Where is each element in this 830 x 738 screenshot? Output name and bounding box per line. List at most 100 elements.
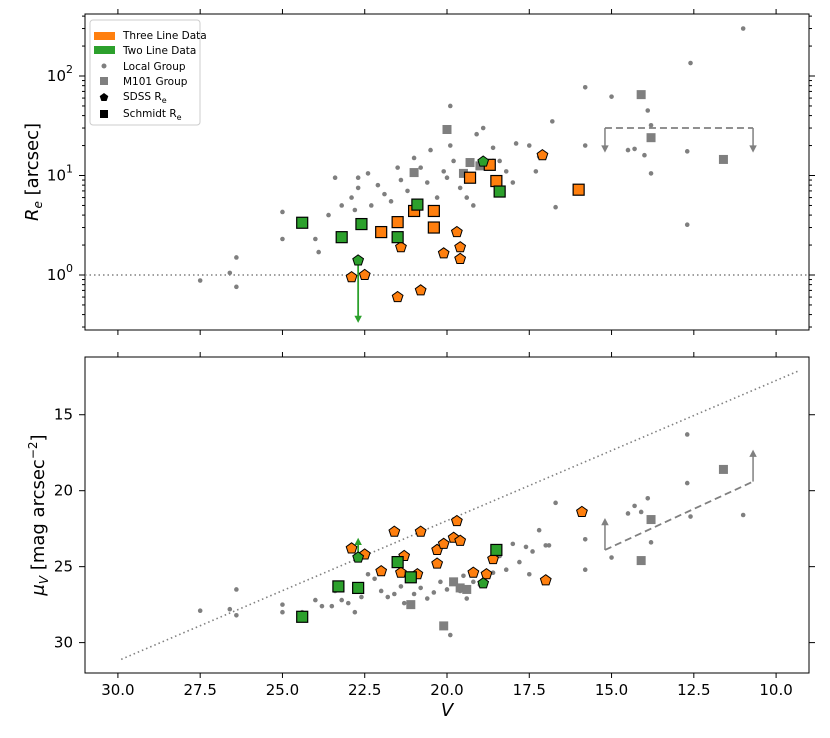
local-group-point-20 bbox=[398, 584, 404, 589]
x-axis-label: V bbox=[441, 700, 455, 721]
local-group-point-8 bbox=[319, 603, 325, 609]
local-group-point-0 bbox=[197, 278, 203, 283]
local-group-point-20 bbox=[395, 165, 400, 170]
local-group-point-32 bbox=[451, 158, 456, 164]
local-group-point-33 bbox=[464, 596, 470, 601]
local-group-point-42 bbox=[497, 158, 502, 164]
y-tick-label: 20 bbox=[54, 482, 73, 500]
three-line-data-schmidt-point-8 bbox=[572, 183, 585, 196]
local-group-point-44 bbox=[510, 180, 516, 185]
local-group-point-55 bbox=[645, 495, 651, 501]
local-group-point-46 bbox=[526, 143, 532, 148]
local-group-point-27 bbox=[438, 579, 443, 585]
local-group-point-45 bbox=[536, 527, 542, 533]
two-line-data-schmidt-point-4 bbox=[411, 198, 424, 211]
legend-frame bbox=[89, 19, 201, 126]
two-line-data-schmidt-point-2 bbox=[352, 581, 365, 595]
local-group-point-5 bbox=[280, 609, 285, 615]
local-group-point-13 bbox=[352, 609, 358, 615]
local-group-point-2 bbox=[234, 612, 239, 618]
local-group-point-50 bbox=[582, 537, 588, 542]
three-line-data-sdss-point-18 bbox=[576, 505, 588, 517]
three-line-data-schmidt-point-4 bbox=[427, 221, 440, 234]
local-group-point-30 bbox=[447, 143, 453, 148]
two-line-data-schmidt-point-3 bbox=[391, 231, 404, 244]
m101-group-point-7 bbox=[718, 154, 728, 164]
local-group-point-14 bbox=[355, 175, 361, 181]
three-line-data-sdss-point-2 bbox=[395, 241, 407, 253]
local-group-point-26 bbox=[431, 590, 437, 595]
legend-item-sdss: SDSS Re bbox=[99, 91, 167, 105]
local-group-point-59 bbox=[648, 122, 654, 128]
local-group-point-24 bbox=[418, 165, 423, 170]
m101-group-point-0 bbox=[406, 600, 416, 610]
top-bracket-right-arrowhead bbox=[749, 145, 757, 153]
legend-marker-sdss bbox=[99, 93, 109, 101]
m101-group-point-2 bbox=[458, 168, 468, 178]
local-group-point-15 bbox=[365, 171, 371, 176]
local-group-point-28 bbox=[441, 169, 447, 174]
m101-group-point-7 bbox=[718, 464, 728, 474]
bottom-y-axis-label: μV [mag arcsec−2] bbox=[26, 434, 51, 596]
local-group-point-62 bbox=[688, 60, 693, 66]
local-group-point-44 bbox=[530, 549, 535, 554]
local-group-point-17 bbox=[375, 182, 381, 188]
three-line-data-sdss-point-7 bbox=[454, 241, 467, 253]
local-group-point-1 bbox=[227, 270, 233, 276]
m101-group-point-2 bbox=[449, 577, 459, 587]
local-group-point-4 bbox=[280, 209, 285, 215]
local-group-point-51 bbox=[582, 85, 588, 90]
local-group-point-16 bbox=[369, 203, 374, 208]
local-group-point-34 bbox=[471, 579, 476, 585]
local-group-point-4 bbox=[280, 602, 285, 607]
local-group-point-42 bbox=[523, 544, 529, 550]
local-group-point-12 bbox=[345, 600, 351, 606]
local-group-point-31 bbox=[447, 103, 453, 109]
local-group-point-7 bbox=[316, 249, 321, 255]
three-line-data-sdss-point-8 bbox=[454, 252, 467, 264]
local-group-point-43 bbox=[526, 571, 532, 577]
bottom-bracket-left-arrowhead bbox=[601, 518, 609, 526]
three-line-data-sdss-point-4 bbox=[414, 284, 427, 296]
two-line-data-sdss-point-0 bbox=[352, 254, 365, 266]
local-group-point-9 bbox=[329, 603, 335, 609]
top-annotations bbox=[354, 127, 757, 323]
local-group-point-39 bbox=[503, 567, 509, 572]
x-tick-label: 12.5 bbox=[677, 681, 710, 699]
local-group-point-60 bbox=[684, 222, 690, 228]
three-line-data-sdss-point-14 bbox=[467, 566, 480, 578]
local-group-point-25 bbox=[424, 180, 430, 185]
top-data-points bbox=[197, 26, 746, 303]
local-group-point-52 bbox=[582, 143, 588, 148]
x-tick-label: 25.0 bbox=[266, 681, 299, 699]
three-line-data-sdss-point-7 bbox=[414, 525, 427, 537]
two-line-data-sdss-point-1 bbox=[477, 155, 490, 167]
local-group-point-52 bbox=[625, 511, 631, 516]
local-group-point-47 bbox=[533, 169, 539, 174]
m101-group-point-6 bbox=[646, 515, 656, 525]
local-group-point-41 bbox=[517, 559, 522, 565]
three-line-data-sdss-point-0 bbox=[345, 542, 358, 554]
local-group-point-53 bbox=[609, 94, 614, 99]
legend-item-three-line: Three Line Data bbox=[94, 30, 207, 42]
three-line-data-sdss-point-3 bbox=[388, 525, 401, 537]
two-line-data-schmidt-point-2 bbox=[355, 217, 368, 231]
three-line-data-sdss-point-6 bbox=[450, 225, 463, 238]
bottom-panel: 15 20 25 30 30.0 27.5 25.0 22.5 20.0 17.5 15.0 12.… bbox=[26, 352, 815, 721]
local-group-point-16 bbox=[372, 576, 377, 582]
top-green-arrowhead bbox=[354, 315, 362, 323]
local-group-point-14 bbox=[359, 594, 364, 600]
local-group-point-18 bbox=[382, 191, 387, 197]
m101-group-point-1 bbox=[439, 621, 449, 631]
local-group-point-19 bbox=[392, 591, 397, 597]
local-group-point-29 bbox=[444, 175, 450, 181]
local-group-point-57 bbox=[684, 432, 690, 437]
top-y-axis-label: Re [arcsec] bbox=[22, 123, 45, 221]
three-line-data-sdss-point-13 bbox=[454, 534, 467, 546]
local-group-point-38 bbox=[480, 125, 486, 131]
two-line-data-sdss-point-1 bbox=[477, 577, 490, 589]
x-tick-label: 20.0 bbox=[430, 681, 463, 699]
local-group-point-61 bbox=[684, 149, 690, 154]
top-bracket-left-arrowhead bbox=[601, 145, 609, 153]
local-group-point-53 bbox=[632, 503, 637, 509]
